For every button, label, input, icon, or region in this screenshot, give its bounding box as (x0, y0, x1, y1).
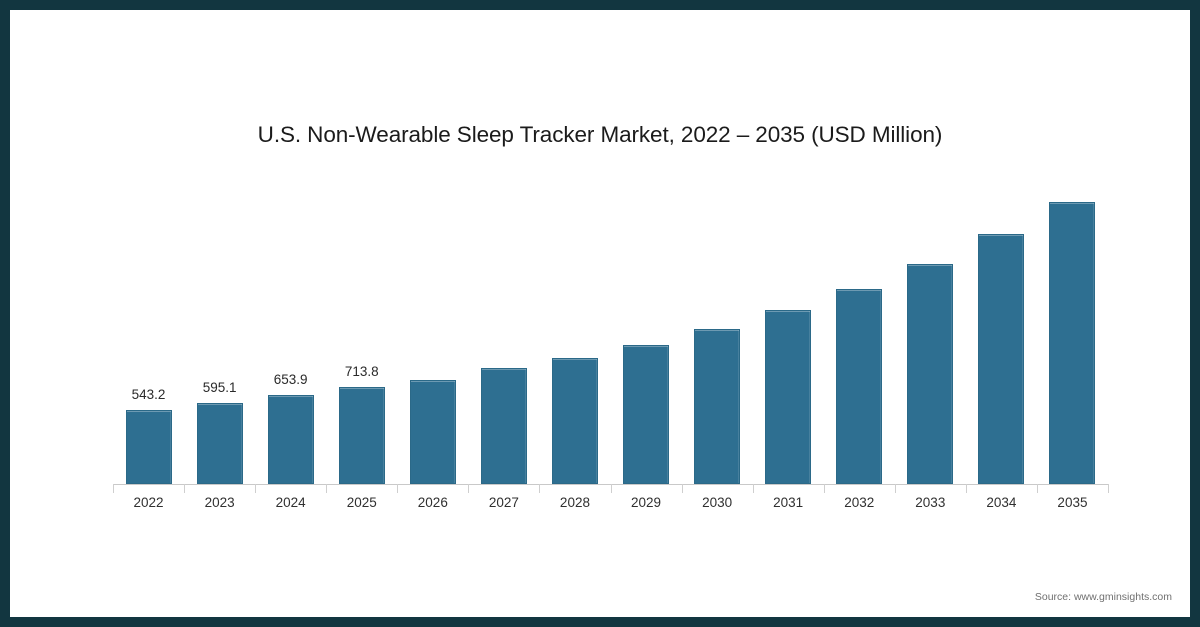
x-axis-tick (1036, 484, 1038, 493)
x-tick-label-2032: 2032 (844, 495, 875, 510)
bar-slot-2035 (1037, 180, 1108, 484)
x-axis-tick-labels: 2022 2023 2024 2025 2026 2027 2028 2029 2030 2031… (113, 495, 1108, 517)
bar-2023[interactable] (196, 402, 243, 484)
bar-slot-2030 (682, 180, 753, 484)
chart-canvas: U.S. Non-Wearable Sleep Tracker Market, … (10, 10, 1190, 617)
x-tick-label-2027: 2027 (488, 495, 519, 510)
bar-slot-2025: 713.8 (326, 180, 397, 484)
x-axis-tick (113, 484, 114, 493)
plot-area: 543.2 595.1 653.9 713.8 (113, 180, 1108, 484)
x-axis-tick (681, 484, 683, 493)
bar-slot-2022: 543.2 (113, 180, 184, 484)
x-tick-label-2029: 2029 (631, 495, 662, 510)
bar-value-label-2024: 653.9 (273, 371, 308, 387)
bar-slot-2034 (966, 180, 1037, 484)
x-axis-tick (539, 484, 541, 493)
bar-2027[interactable] (480, 368, 527, 484)
x-axis-tick (255, 484, 257, 493)
bar-2033[interactable] (907, 263, 954, 484)
x-tick-label-2030: 2030 (702, 495, 733, 510)
bar-slot-2033 (895, 180, 966, 484)
bar-2030[interactable] (694, 328, 741, 484)
bar-2024[interactable] (267, 394, 314, 484)
bar-2025[interactable] (338, 386, 385, 484)
bar-slot-2026 (397, 180, 468, 484)
x-axis-tick (752, 484, 754, 493)
source-attribution: Source: www.gminsights.com (1034, 591, 1172, 603)
x-axis-tick (326, 484, 328, 493)
x-axis-tick (397, 484, 399, 493)
bar-value-label-2025: 713.8 (344, 363, 379, 379)
x-tick-label-2035: 2035 (1057, 495, 1088, 510)
bar-slot-2031 (753, 180, 824, 484)
x-tick-label-2031: 2031 (773, 495, 804, 510)
x-tick-label-2022: 2022 (133, 495, 164, 510)
bar-2035[interactable] (1049, 202, 1096, 484)
x-axis-tick (823, 484, 825, 493)
x-tick-label-2025: 2025 (346, 495, 377, 510)
x-tick-label-2026: 2026 (417, 495, 448, 510)
x-tick-label-2028: 2028 (559, 495, 590, 510)
bar-slot-2027 (468, 180, 539, 484)
x-tick-label-2023: 2023 (204, 495, 235, 510)
bar-slot-2028 (539, 180, 610, 484)
x-tick-label-2033: 2033 (915, 495, 946, 510)
bar-value-label-2023: 595.1 (202, 379, 237, 395)
x-axis-tick (184, 484, 186, 493)
x-axis-tick (1108, 484, 1109, 493)
chart-title: U.S. Non-Wearable Sleep Tracker Market, … (257, 122, 943, 147)
bar-2032[interactable] (836, 288, 883, 484)
x-axis-tick (468, 484, 470, 493)
bar-2026[interactable] (409, 380, 456, 484)
x-axis-tick (965, 484, 967, 493)
bar-slot-2029 (611, 180, 682, 484)
bar-2029[interactable] (623, 344, 670, 484)
bar-slot-2024: 653.9 (255, 180, 326, 484)
bar-value-label-2022: 543.2 (131, 386, 166, 402)
bar-2022[interactable] (125, 409, 172, 484)
x-tick-label-2034: 2034 (986, 495, 1017, 510)
bar-2028[interactable] (551, 357, 598, 484)
bar-2031[interactable] (765, 309, 812, 484)
x-axis-tick (610, 484, 612, 493)
x-tick-label-2024: 2024 (275, 495, 306, 510)
bar-slot-2032 (824, 180, 895, 484)
bar-2034[interactable] (978, 233, 1025, 484)
bar-slot-2023: 595.1 (184, 180, 255, 484)
x-axis-tick (894, 484, 896, 493)
